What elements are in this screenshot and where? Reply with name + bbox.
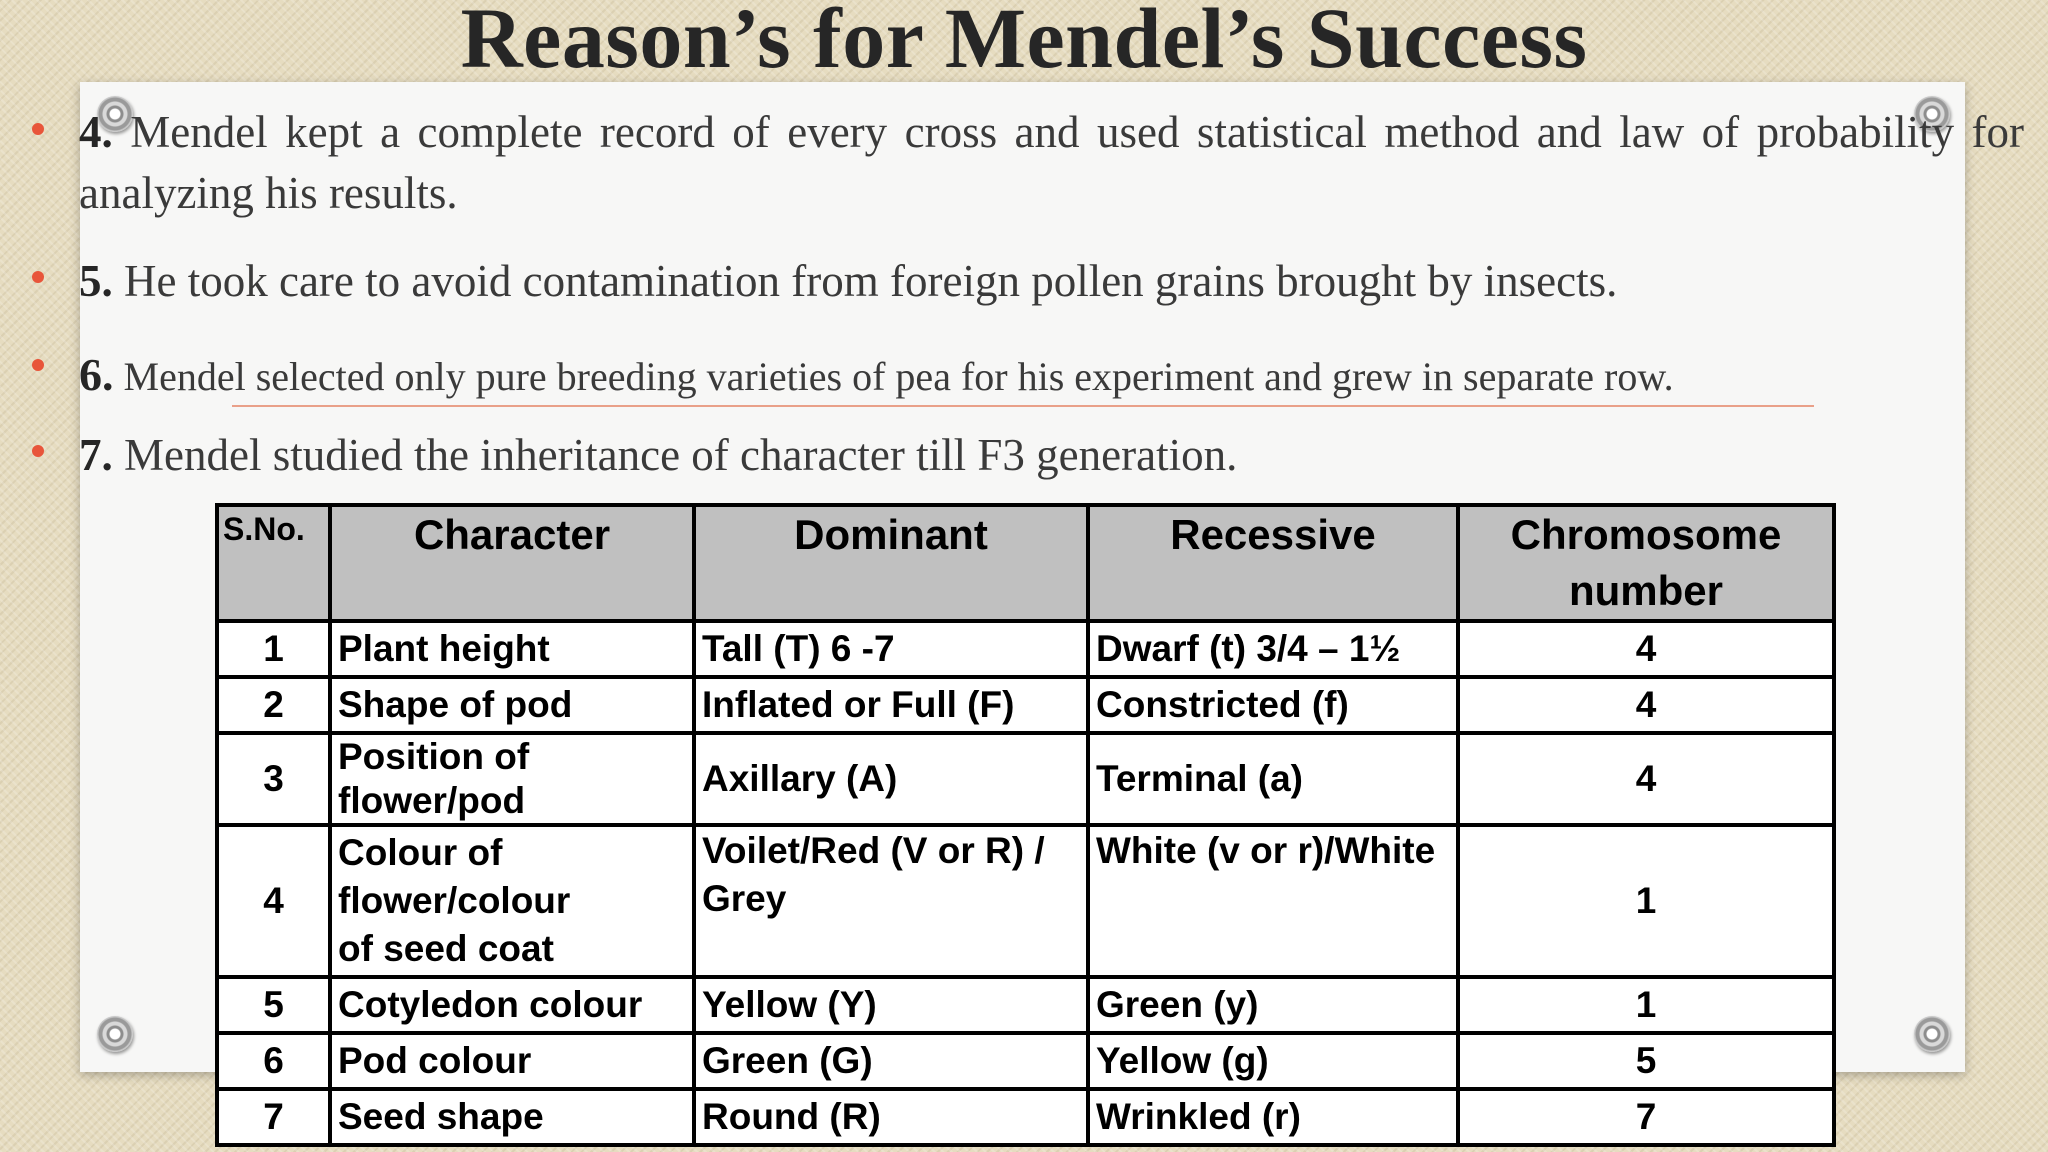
point-number: 4. [79, 107, 113, 157]
table-row: 2 Shape of pod Inflated or Full (F) Cons… [215, 675, 1836, 735]
cell-chromosome: 4 [1456, 675, 1836, 735]
cell-sno: 1 [215, 619, 332, 679]
point-number: 5. [79, 256, 113, 306]
cell-chromosome: 4 [1456, 619, 1836, 679]
cell-chromosome: 1 [1456, 823, 1836, 979]
header-sno: S.No. [215, 503, 332, 623]
point-4: 4. Mendel kept a complete record of ever… [79, 102, 2024, 224]
bullet-icon [32, 359, 44, 371]
point-text: He took care to avoid contamination from… [124, 256, 1618, 306]
table-row: 1 Plant height Tall (T) 6 -7 Dwarf (t) 3… [215, 619, 1836, 679]
cell-dominant: Green (G) [692, 1031, 1090, 1091]
table-row: 3 Position of flower/pod Axillary (A) Te… [215, 731, 1836, 827]
cell-character: Position of flower/pod [328, 731, 696, 827]
header-dominant: Dominant [692, 503, 1090, 623]
cell-chromosome: 1 [1456, 975, 1836, 1035]
cell-recessive: Green (y) [1086, 975, 1460, 1035]
header-recessive: Recessive [1086, 503, 1460, 623]
table-row: 5 Cotyledon colour Yellow (Y) Green (y) … [215, 975, 1836, 1035]
cell-sno: 7 [215, 1087, 332, 1147]
header-character: Character [328, 503, 696, 623]
cell-chromosome: 7 [1456, 1087, 1836, 1147]
cell-character: Pod colour [328, 1031, 696, 1091]
cell-chromosome: 4 [1456, 731, 1836, 827]
cell-character: Cotyledon colour [328, 975, 696, 1035]
cell-dominant: Tall (T) 6 -7 [692, 619, 1090, 679]
underline-decoration [232, 405, 1814, 407]
table-header-row: S.No. Character Dominant Recessive Chrom… [215, 503, 1836, 623]
cell-character: Plant height [328, 619, 696, 679]
cell-dominant: Yellow (Y) [692, 975, 1090, 1035]
cell-sno: 4 [215, 823, 332, 979]
header-chromosome: Chromosome number [1456, 503, 1836, 623]
cell-character: Seed shape [328, 1087, 696, 1147]
table-row: 6 Pod colour Green (G) Yellow (g) 5 [215, 1031, 1836, 1091]
cell-sno: 2 [215, 675, 332, 735]
cell-dominant: Round (R) [692, 1087, 1090, 1147]
point-text: Mendel studied the inheritance of charac… [124, 430, 1238, 480]
cell-recessive: Constricted (f) [1086, 675, 1460, 735]
bullet-icon [32, 445, 44, 457]
pushpin-icon [97, 96, 133, 132]
cell-chromosome: 5 [1456, 1031, 1836, 1091]
cell-recessive: White (v or r)/White [1086, 823, 1460, 979]
pushpin-icon [1914, 96, 1950, 132]
bullet-icon [32, 123, 44, 135]
cell-recessive: Yellow (g) [1086, 1031, 1460, 1091]
point-6: 6. Mendel selected only pure breeding va… [79, 344, 1674, 407]
cell-recessive: Wrinkled (r) [1086, 1087, 1460, 1147]
pushpin-icon [1914, 1016, 1950, 1052]
point-5: 5. He took care to avoid contamination f… [79, 251, 1617, 312]
cell-recessive: Dwarf (t) 3/4 – 1½ [1086, 619, 1460, 679]
cell-recessive: Terminal (a) [1086, 731, 1460, 827]
point-text: Mendel kept a complete record of every c… [79, 107, 2025, 218]
mendel-traits-table: S.No. Character Dominant Recessive Chrom… [215, 503, 1836, 1147]
cell-dominant: Inflated or Full (F) [692, 675, 1090, 735]
cell-character: Colour of flower/colour of seed coat [328, 823, 696, 979]
slide-title: Reason’s for Mendel’s Success [460, 0, 1588, 86]
cell-sno: 5 [215, 975, 332, 1035]
cell-character: Shape of pod [328, 675, 696, 735]
cell-sno: 3 [215, 731, 332, 827]
point-text: Mendel selected only pure breeding varie… [123, 354, 1674, 399]
point-number: 7. [79, 430, 113, 480]
pushpin-icon [97, 1016, 133, 1052]
cell-dominant: Voilet/Red (V or R) / Grey [692, 823, 1090, 979]
table-row: 4 Colour of flower/colour of seed coat V… [215, 823, 1836, 979]
bullet-icon [32, 271, 44, 283]
table-row: 7 Seed shape Round (R) Wrinkled (r) 7 [215, 1087, 1836, 1147]
cell-dominant: Axillary (A) [692, 731, 1090, 827]
point-number: 6. [79, 349, 114, 400]
cell-sno: 6 [215, 1031, 332, 1091]
point-7: 7. Mendel studied the inheritance of cha… [79, 425, 1237, 486]
